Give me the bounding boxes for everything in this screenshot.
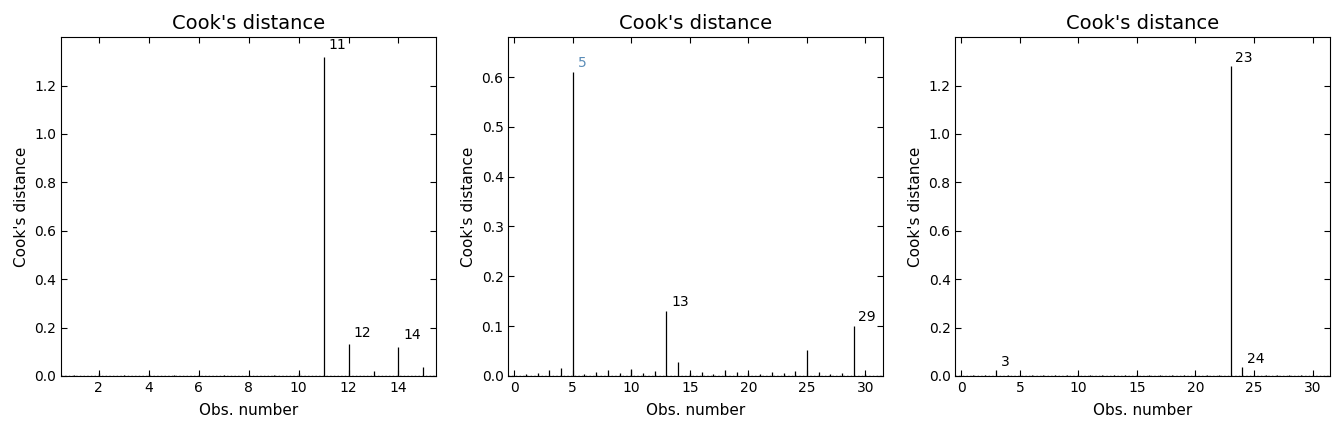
X-axis label: Obs. number: Obs. number [646, 403, 746, 418]
X-axis label: Obs. number: Obs. number [1093, 403, 1192, 418]
Title: Cook's distance: Cook's distance [620, 14, 773, 33]
Text: 5: 5 [578, 56, 586, 70]
Text: 13: 13 [671, 295, 688, 309]
Text: 29: 29 [859, 310, 876, 324]
X-axis label: Obs. number: Obs. number [199, 403, 298, 418]
Text: 12: 12 [353, 326, 371, 340]
Text: 14: 14 [403, 328, 421, 342]
Title: Cook's distance: Cook's distance [172, 14, 325, 33]
Y-axis label: Cook's distance: Cook's distance [13, 146, 28, 267]
Y-axis label: Cook's distance: Cook's distance [461, 146, 476, 267]
Text: 24: 24 [1247, 352, 1265, 366]
Y-axis label: Cook's distance: Cook's distance [909, 146, 923, 267]
Text: 11: 11 [328, 38, 347, 52]
Text: 23: 23 [1235, 51, 1253, 65]
Title: Cook's distance: Cook's distance [1066, 14, 1219, 33]
Text: 3: 3 [1001, 355, 1009, 368]
